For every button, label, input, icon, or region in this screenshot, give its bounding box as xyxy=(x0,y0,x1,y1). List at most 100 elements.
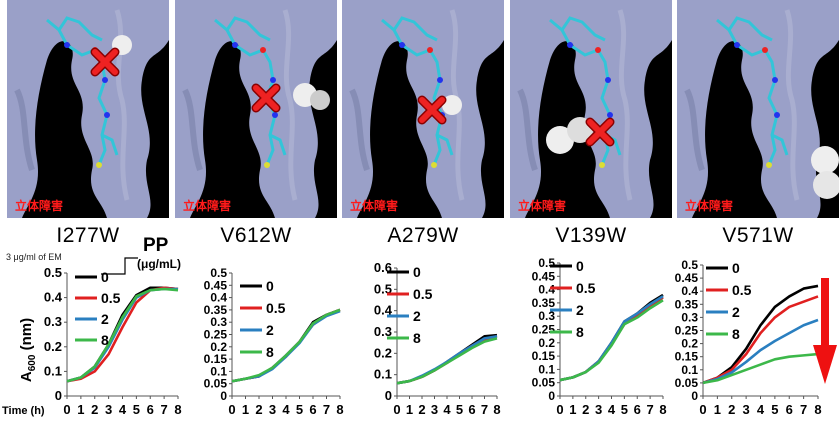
structure-panel-i277w: 立体障害 xyxy=(7,0,169,218)
x-tick-label: 3 xyxy=(595,402,602,417)
pp-bracket xyxy=(101,257,138,275)
legend-label-8: 8 xyxy=(732,326,740,342)
y-tick-label: 0.15 xyxy=(675,350,699,364)
x-tick-label: 4 xyxy=(757,402,765,417)
steric-hindrance-label: 立体障害 xyxy=(685,199,734,213)
y-tick-label: 0.1 xyxy=(210,364,227,378)
y-tick-label: 0.1 xyxy=(44,363,62,378)
y-tick-label: 0.45 xyxy=(675,271,699,285)
legend-label-0.5: 0.5 xyxy=(732,282,752,298)
y-tick-label: 0.45 xyxy=(532,269,556,283)
chart-v612w: 00.050.10.150.20.250.30.350.40.450.50 1 2 3… xyxy=(204,266,344,417)
structure-panel-a279w: 立体障害 xyxy=(342,0,504,218)
y-axis-label: A600 (nm) xyxy=(18,317,39,383)
x-tick-label: 5 xyxy=(296,402,303,417)
series-line-8 xyxy=(231,308,341,383)
x-tick-label: 8 xyxy=(659,402,666,417)
x-tick-label: 5 xyxy=(771,402,778,417)
y-tick-label: 0.05 xyxy=(204,377,228,391)
chart-i277w: 00.10.20.30.40.50 1 2 3 4 5 6 7 800.528 xyxy=(44,265,182,417)
legend-label-0: 0 xyxy=(732,260,740,276)
y-tick-label: 0 xyxy=(548,389,555,403)
steric-hindrance-label: 立体障害 xyxy=(518,199,567,213)
series-line-0 xyxy=(66,286,179,383)
y-tick-label: 0.4 xyxy=(44,290,63,305)
decrease-arrow-icon xyxy=(813,278,837,384)
y-tick-label: 0.2 xyxy=(374,345,392,360)
x-tick-label: 3 xyxy=(743,402,750,417)
legend-label-0.5: 0.5 xyxy=(101,290,121,306)
y-tick-label: 0.35 xyxy=(532,296,556,310)
y-tick-label: 0.3 xyxy=(210,315,227,329)
x-tick-label: 8 xyxy=(336,402,343,417)
y-tick-label: 0 xyxy=(691,389,698,403)
x-tick-label: 0 xyxy=(556,402,563,417)
legend-label-0.5: 0.5 xyxy=(266,300,286,316)
series-line-8 xyxy=(702,352,819,385)
legend-label-2: 2 xyxy=(266,322,274,338)
y-tick-label: 0.05 xyxy=(532,376,556,390)
x-tick-label: 1 xyxy=(569,402,576,417)
chart-v571w: 00.050.10.150.20.250.30.350.40.450.50 1 2 3… xyxy=(675,258,837,417)
series-line-2 xyxy=(396,334,498,385)
x-tick-label: 6 xyxy=(147,402,154,417)
x-tick-label: 1 xyxy=(242,402,249,417)
y-tick-label: 0 xyxy=(55,388,62,403)
series-line-2 xyxy=(231,309,341,383)
steric-clash-cross-icon xyxy=(251,83,281,113)
y-tick-label: 0.25 xyxy=(532,323,556,337)
x-tick-label: 0 xyxy=(393,402,400,417)
y-tick-label: 0.6 xyxy=(374,260,392,275)
legend-label-2: 2 xyxy=(732,304,740,320)
y-tick-label: 0.5 xyxy=(538,256,555,270)
x-tick-label: 3 xyxy=(431,402,438,417)
legend-label-0: 0 xyxy=(266,278,274,294)
y-tick-label: 0.5 xyxy=(681,258,698,272)
x-tick-label: 2 xyxy=(418,402,425,417)
x-tick-label: 4 xyxy=(282,402,290,417)
series-line-2 xyxy=(702,318,819,385)
legend-label-8: 8 xyxy=(266,344,274,360)
series-line-0.5 xyxy=(231,308,341,383)
structure-panel-v139w: 立体障害 xyxy=(510,0,672,218)
x-tick-label: 8 xyxy=(493,402,500,417)
y-tick-label: 0.5 xyxy=(44,265,62,280)
legend-label-0: 0 xyxy=(413,264,421,280)
x-tick-label: 6 xyxy=(468,402,475,417)
y-tick-label: 0.3 xyxy=(44,314,62,329)
y-tick-label: 0.1 xyxy=(374,367,392,382)
y-tick-label: 0.2 xyxy=(681,337,698,351)
x-tick-label: 3 xyxy=(105,402,112,417)
series-line-0.5 xyxy=(702,295,819,385)
y-tick-label: 0.4 xyxy=(538,283,555,297)
y-tick-label: 0.3 xyxy=(681,310,698,324)
x-tick-label: 0 xyxy=(699,402,706,417)
y-tick-label: 0.5 xyxy=(210,266,227,280)
x-tick-label: 0 xyxy=(63,402,70,417)
series-line-8 xyxy=(396,337,498,385)
y-tick-label: 0.5 xyxy=(374,281,392,296)
steric-clash-cross-icon xyxy=(90,47,120,77)
x-tick-label: 7 xyxy=(800,402,807,417)
series-line-0 xyxy=(702,284,819,385)
y-tick-label: 0.4 xyxy=(681,284,698,298)
pp-unit-label: (μg/mL) xyxy=(137,257,181,271)
y-tick-label: 0.2 xyxy=(44,339,62,354)
x-tick-label: 2 xyxy=(255,402,262,417)
x-tick-label: 1 xyxy=(77,402,84,417)
chart-v139w: 00.050.10.150.20.250.30.350.40.450.50 1 2 3… xyxy=(532,256,667,417)
legend-label-8: 8 xyxy=(576,324,584,340)
x-tick-label: 3 xyxy=(269,402,276,417)
y-tick-label: 0.2 xyxy=(210,340,227,354)
steric-hindrance-label: 立体障害 xyxy=(183,199,232,213)
legend-label-0: 0 xyxy=(576,258,584,274)
x-tick-label: 2 xyxy=(91,402,98,417)
series-line-0 xyxy=(559,293,664,382)
y-tick-label: 0.15 xyxy=(532,349,556,363)
y-tick-label: 0.25 xyxy=(675,324,699,338)
y-tick-label: 0.3 xyxy=(374,324,392,339)
x-tick-label: 5 xyxy=(621,402,628,417)
x-tick-label: 1 xyxy=(714,402,721,417)
steric-hindrance-label: 立体障害 xyxy=(350,199,399,213)
x-tick-label: 0 xyxy=(228,402,235,417)
